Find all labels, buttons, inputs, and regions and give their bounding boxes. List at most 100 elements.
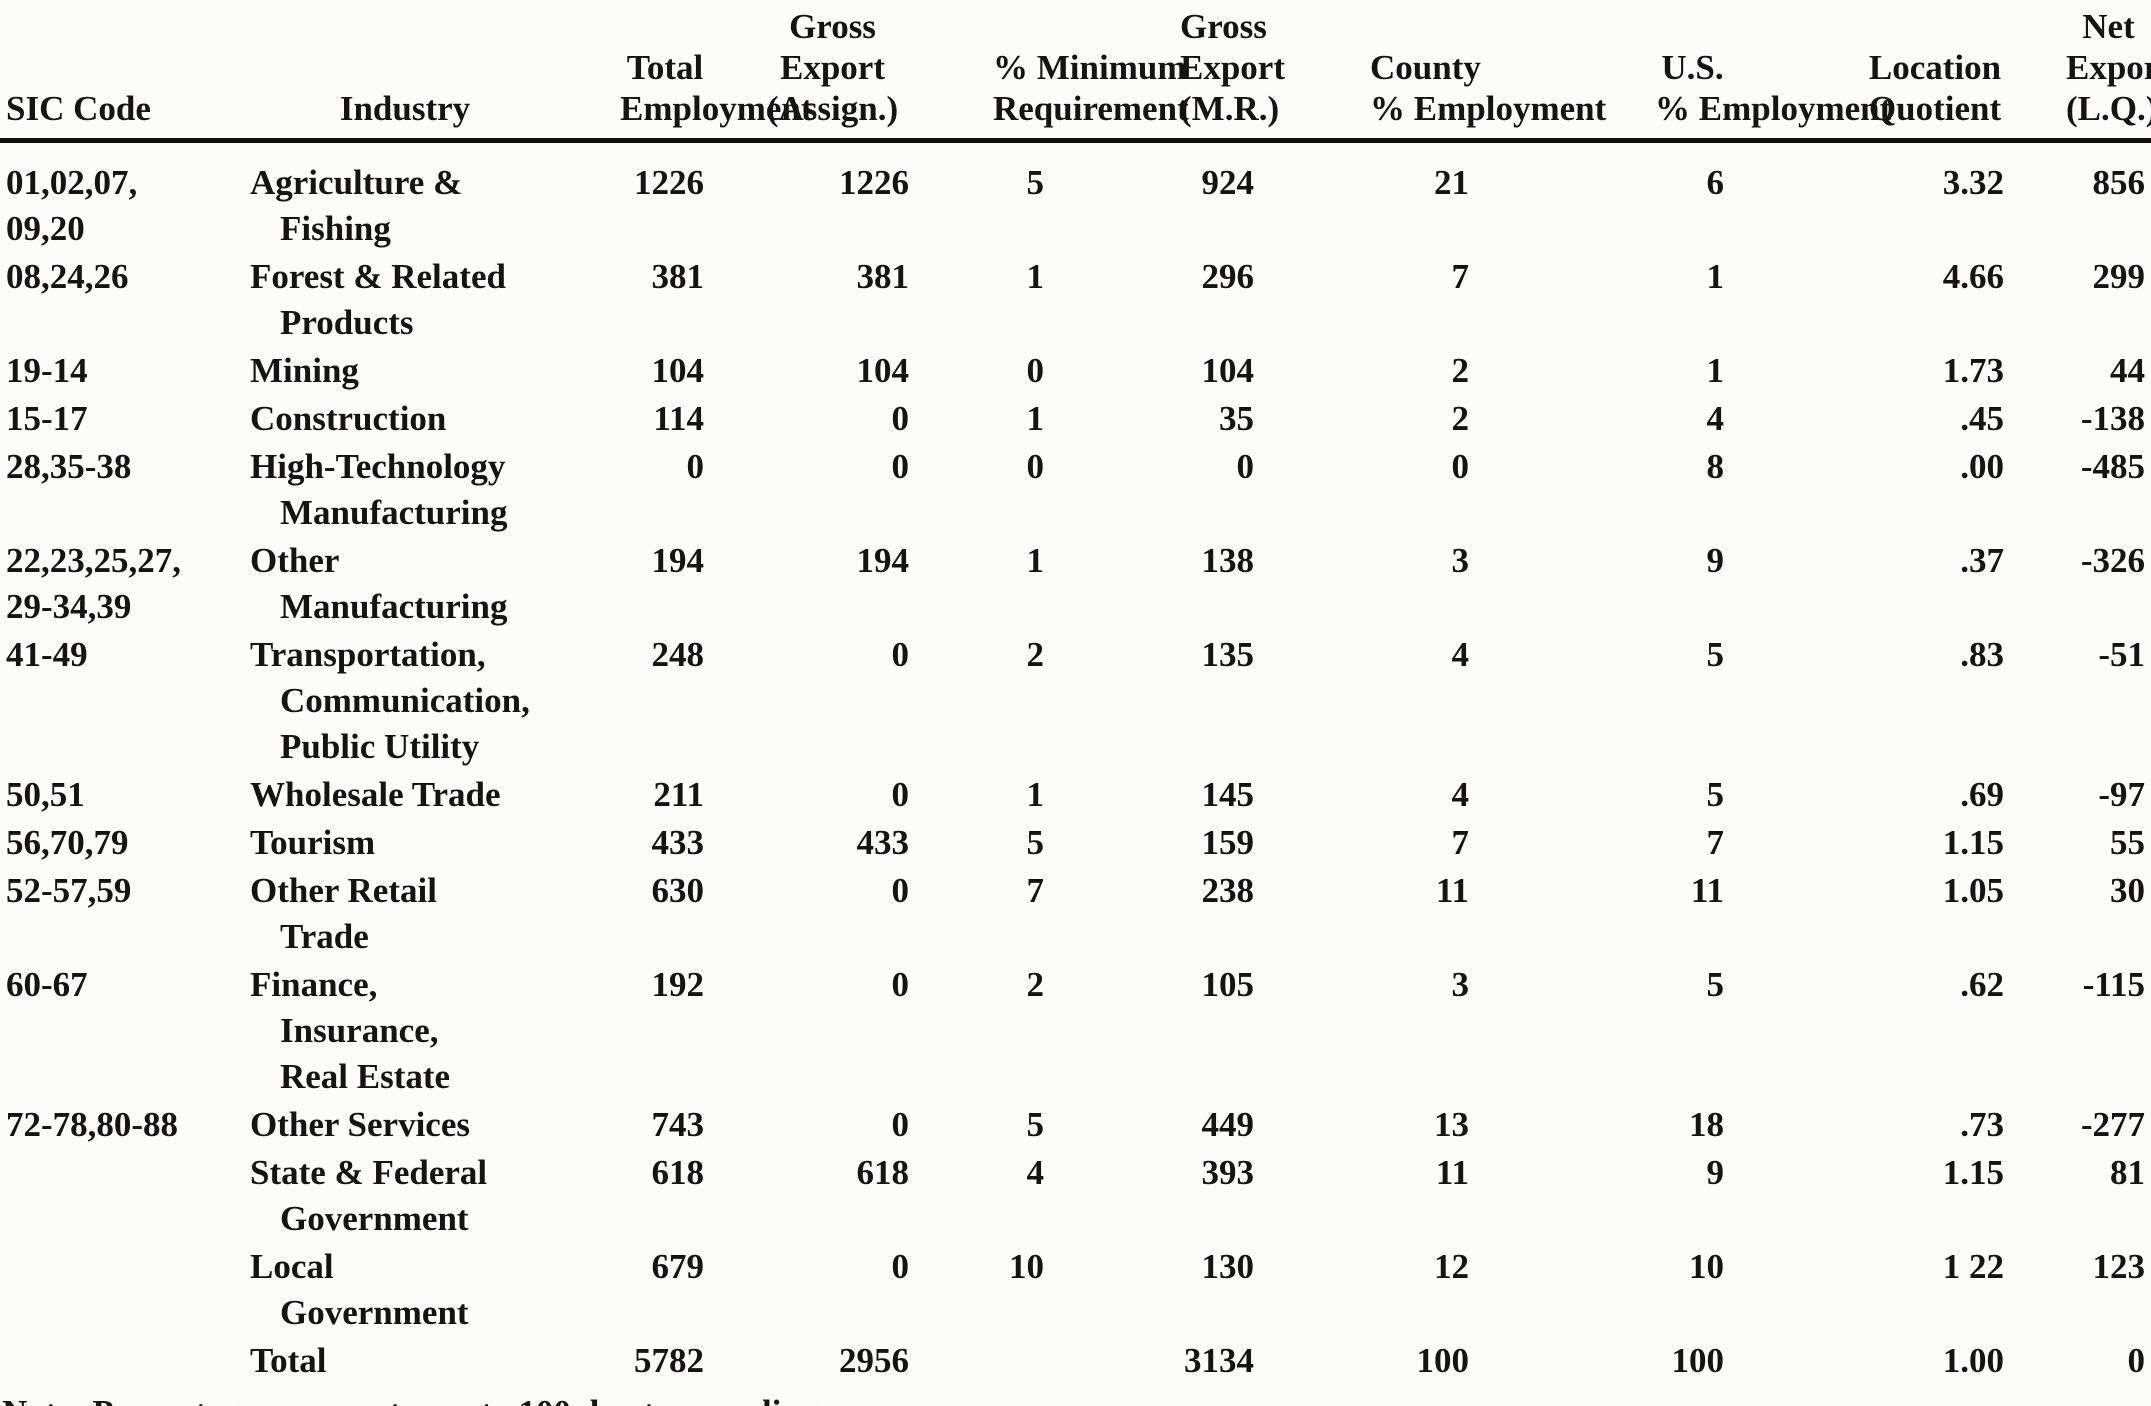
cell-net-export-lq: -138: [2080, 399, 2145, 438]
cell-location-quotient: 4.66: [1942, 257, 2004, 296]
col-header-gross-export-mr: Gross Export (M.R.): [1180, 7, 1285, 128]
cell-net-export-lq: 81: [2110, 1153, 2145, 1192]
cell-industry: Other Manufacturing: [250, 541, 508, 626]
col-header-net-export-lq: Net Export (L.Q.): [2066, 7, 2151, 128]
cell-industry: Wholesale Trade: [250, 775, 501, 814]
cell-industry: Tourism: [250, 823, 376, 862]
cell-industry: State & Federal Government: [250, 1153, 488, 1238]
table-row: 41-49 Transportation, Communication, Pub…: [0, 631, 2151, 771]
cell-gross-export-assign: 0: [891, 965, 910, 1004]
cell-industry: Forest & Related Products: [250, 257, 506, 342]
cell-county-pct-employment: 12: [1434, 1247, 1469, 1286]
cell-gross-export-assign: 0: [891, 447, 910, 486]
cell-pct-minimum-requirement: 5: [1026, 163, 1045, 202]
cell-location-quotient: 1 22: [1942, 1247, 2004, 1286]
cell-sic-code: [0, 1149, 250, 1243]
cell-sic-code: 19-14: [6, 351, 88, 390]
cell-location-quotient: .37: [1960, 541, 2004, 580]
cell-location-quotient: .45: [1960, 399, 2004, 438]
cell-gross-export-assign: 0: [891, 1105, 910, 1144]
cell-sic-code: 22,23,25,27, 29-34,39: [6, 541, 181, 626]
cell-county-pct-employment: 3: [1451, 965, 1470, 1004]
cell-pct-minimum-requirement: 1: [1026, 257, 1045, 296]
cell-gross-export-mr: 138: [1201, 541, 1255, 580]
cell-us-pct-employment: 9: [1706, 541, 1725, 580]
cell-industry: Finance, Insurance, Real Estate: [250, 965, 451, 1096]
cell-total-employment: 248: [651, 635, 705, 674]
cell-county-pct-employment: 11: [1435, 871, 1469, 910]
cell-gross-export-assign: 0: [891, 1247, 910, 1286]
cell-county-pct-employment: 4: [1451, 635, 1470, 674]
cell-industry: Other Services: [250, 1105, 470, 1144]
cell-pct-minimum-requirement: 2: [1026, 635, 1045, 674]
cell-total-employment: 192: [651, 965, 705, 1004]
cell-location-quotient: .00: [1960, 447, 2004, 486]
cell-us-pct-employment: 5: [1706, 635, 1725, 674]
cell-county-pct-employment: 7: [1451, 823, 1470, 862]
cell-sic-code: [0, 1243, 250, 1337]
cell-sic-code: 52-57,59: [6, 871, 132, 910]
col-header-sic-code: SIC Code: [6, 89, 151, 128]
cell-county-pct-employment: 0: [1451, 447, 1470, 486]
footnote: Note: Percentages may not sum to 100 due…: [2, 1390, 2151, 1406]
cell-industry: Local Government: [250, 1247, 469, 1332]
col-header-us-pct-employment: U.S. % Employment: [1655, 48, 1892, 128]
cell-gross-export-mr: 159: [1201, 823, 1255, 862]
cell-total-employment: 211: [653, 775, 704, 814]
cell-us-pct-employment: 5: [1706, 965, 1725, 1004]
cell-county-pct-employment: 3: [1451, 541, 1470, 580]
cell-net-export-lq: 44: [2110, 351, 2145, 390]
cell-county-pct-employment: 11: [1435, 1153, 1469, 1192]
cell-total-employment: 679: [651, 1247, 705, 1286]
cell-industry: Total: [250, 1341, 327, 1380]
cell-net-export-lq: -97: [2098, 775, 2145, 814]
cell-net-export-lq: 299: [2092, 257, 2146, 296]
cell-sic-code: 08,24,26: [6, 257, 129, 296]
cell-gross-export-assign: 2956: [839, 1341, 909, 1380]
cell-net-export-lq: -51: [2098, 635, 2145, 674]
cell-sic-code: [0, 1337, 250, 1385]
cell-sic-code: 72-78,80-88: [6, 1105, 179, 1144]
cell-pct-minimum-requirement: 4: [1026, 1153, 1045, 1192]
cell-total-employment: 1226: [634, 163, 704, 202]
table-row: 22,23,25,27, 29-34,39 Other Manufacturin…: [0, 537, 2151, 631]
cell-pct-minimum-requirement: 1: [1026, 775, 1045, 814]
cell-sic-code: 41-49: [6, 635, 88, 674]
cell-location-quotient: 1.00: [1942, 1341, 2004, 1380]
cell-gross-export-mr: 135: [1201, 635, 1255, 674]
cell-location-quotient: .83: [1960, 635, 2004, 674]
cell-location-quotient: .69: [1960, 775, 2004, 814]
cell-sic-code: 50,51: [6, 775, 85, 814]
col-header-industry: Industry: [339, 89, 471, 128]
cell-gross-export-assign: 381: [856, 257, 910, 296]
cell-sic-code: 01,02,07, 09,20: [6, 163, 138, 248]
cell-county-pct-employment: 7: [1451, 257, 1470, 296]
table-row: 50,51 Wholesale Trade 211 0 1 145 4 5 .6…: [0, 771, 2151, 819]
cell-gross-export-mr: 130: [1201, 1247, 1255, 1286]
cell-pct-minimum-requirement: 0: [1026, 447, 1045, 486]
cell-total-employment: 630: [651, 871, 705, 910]
cell-us-pct-employment: 18: [1689, 1105, 1724, 1144]
table-row: Total 5782 2956 3134 100 100 1.00 0: [0, 1337, 2151, 1385]
cell-total-employment: 381: [651, 257, 705, 296]
table-row: Local Government 679 0 10 130 12 10 1 22…: [0, 1243, 2151, 1337]
table-row: 56,70,79 Tourism 433 433 5 159 7 7 1.15 …: [0, 819, 2151, 867]
cell-county-pct-employment: 21: [1434, 163, 1469, 202]
cell-pct-minimum-requirement: 7: [1026, 871, 1045, 910]
cell-gross-export-mr: 238: [1201, 871, 1255, 910]
cell-location-quotient: 3.32: [1942, 163, 2004, 202]
cell-gross-export-assign: 433: [856, 823, 910, 862]
cell-gross-export-assign: 0: [891, 775, 910, 814]
cell-total-employment: 743: [651, 1105, 705, 1144]
cell-gross-export-assign: 618: [856, 1153, 910, 1192]
cell-gross-export-mr: 924: [1201, 163, 1255, 202]
cell-county-pct-employment: 13: [1434, 1105, 1469, 1144]
cell-total-employment: 618: [651, 1153, 705, 1192]
table-row: 15-17 Construction 114 0 1 35 2 4 .45 -1…: [0, 395, 2151, 443]
col-header-pct-minimum-requirement: % Minimum Requirement: [993, 48, 1189, 128]
cell-net-export-lq: -277: [2080, 1105, 2145, 1144]
cell-gross-export-assign: 0: [891, 871, 910, 910]
cell-us-pct-employment: 7: [1706, 823, 1725, 862]
cell-gross-export-assign: 104: [856, 351, 910, 390]
